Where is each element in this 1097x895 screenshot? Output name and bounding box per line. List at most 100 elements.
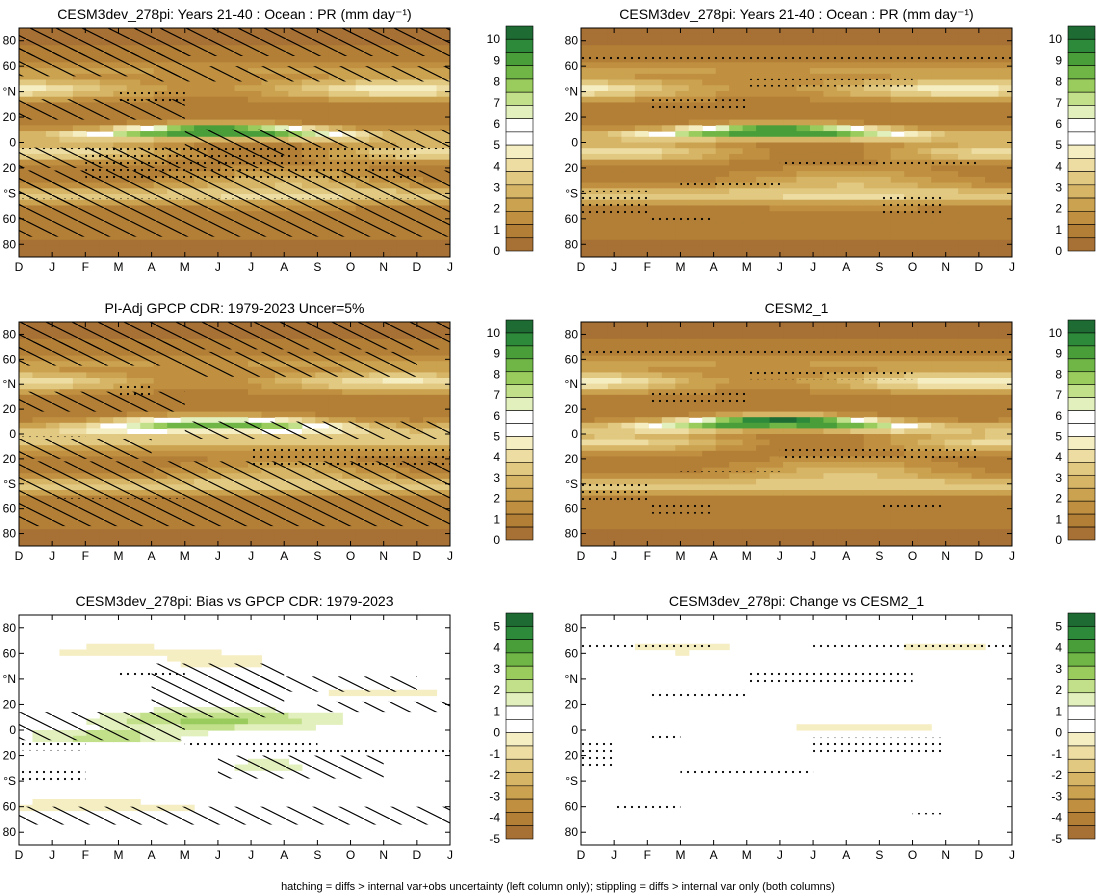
heatmap-cell xyxy=(985,222,1000,229)
heatmap-cell xyxy=(836,389,851,396)
heatmap-cell xyxy=(944,228,959,235)
heatmap-cell xyxy=(783,136,798,144)
heatmap-cell xyxy=(702,68,717,75)
heatmap-cell xyxy=(783,411,798,418)
heatmap-cell xyxy=(809,68,825,75)
heatmap-cell xyxy=(877,182,892,189)
x-tick-label: M xyxy=(180,549,190,563)
heatmap-cell xyxy=(661,322,676,329)
heatmap-cell xyxy=(581,450,596,457)
heatmap-cell xyxy=(958,216,973,224)
heatmap-cell xyxy=(594,450,609,457)
heatmap-cell xyxy=(581,33,596,41)
heatmap-cell xyxy=(850,228,865,235)
heatmap-cell xyxy=(917,251,932,257)
heatmap-cell xyxy=(904,188,919,195)
heatmap-cell xyxy=(140,372,155,379)
heatmap-cell xyxy=(180,439,195,446)
heatmap-cell xyxy=(823,251,838,257)
heatmap-cell xyxy=(661,119,676,126)
heatmap-cell xyxy=(409,383,424,390)
heatmap-cell xyxy=(702,176,717,184)
heatmap-cell xyxy=(836,473,851,480)
heatmap-cell xyxy=(621,142,636,149)
x-tick-label: J xyxy=(777,260,783,274)
heatmap-cell xyxy=(796,211,811,218)
heatmap-cell xyxy=(72,125,87,132)
heatmap-cell xyxy=(823,199,838,207)
heatmap-cell xyxy=(140,540,155,546)
heatmap-cell xyxy=(661,439,676,446)
heatmap-cell xyxy=(715,148,730,155)
heatmap-cell xyxy=(661,194,676,201)
heatmap-cell xyxy=(261,529,276,536)
heatmap-cell xyxy=(931,234,946,241)
heatmap-cell xyxy=(688,422,703,429)
heatmap-cell xyxy=(756,239,771,247)
heatmap-cell xyxy=(634,245,649,252)
heatmap-cell xyxy=(648,529,663,536)
heatmap-cell xyxy=(729,188,744,195)
heatmap-cell xyxy=(315,251,330,257)
heatmap-cell xyxy=(140,85,155,92)
colorbar-swatch xyxy=(1067,144,1096,159)
heatmap-cell xyxy=(581,529,596,536)
heatmap-cell xyxy=(86,119,101,126)
heatmap-cell xyxy=(809,327,825,334)
heatmap-cell xyxy=(702,534,717,541)
heatmap-cell xyxy=(836,378,851,385)
heatmap-cell xyxy=(944,96,959,104)
heatmap-cell xyxy=(783,245,798,252)
colorbar-swatch xyxy=(505,237,534,252)
heatmap-cell xyxy=(661,228,676,235)
heatmap-cell xyxy=(194,56,209,63)
heatmap-cell xyxy=(769,383,784,390)
heatmap-cell xyxy=(221,383,236,390)
heatmap-cell xyxy=(756,119,771,126)
heatmap-cell xyxy=(985,39,1000,46)
heatmap-cell xyxy=(621,540,636,546)
heatmap-cell xyxy=(648,411,663,418)
heatmap-cell xyxy=(715,361,730,368)
heatmap-cell xyxy=(944,85,959,92)
heatmap-cell xyxy=(742,176,757,184)
heatmap-cell xyxy=(315,96,330,104)
heatmap-cell xyxy=(688,322,703,329)
heatmap-cell xyxy=(675,456,690,463)
heatmap-cell xyxy=(890,96,905,104)
heatmap-cell xyxy=(850,478,865,485)
colorbar-swatch xyxy=(1067,52,1096,67)
heatmap-cell xyxy=(904,211,919,218)
heatmap-cell xyxy=(153,445,168,452)
heatmap-cell xyxy=(836,228,851,235)
heatmap-cell xyxy=(607,165,623,172)
heatmap-cell xyxy=(890,211,905,218)
colorbar-swatch xyxy=(505,397,534,411)
heatmap-cell xyxy=(221,108,236,115)
heatmap-cell xyxy=(863,131,878,138)
colorbar-swatch xyxy=(505,462,534,476)
heatmap-cell xyxy=(756,523,771,530)
heatmap-cell xyxy=(877,136,892,144)
heatmap-cell xyxy=(877,39,892,46)
heatmap-cell xyxy=(809,239,825,247)
heatmap-cell xyxy=(140,417,155,424)
heatmap-cell xyxy=(207,119,222,126)
heatmap-cell xyxy=(140,434,155,441)
heatmap-cell xyxy=(301,85,316,92)
heatmap-cell xyxy=(809,534,825,541)
heatmap-cell xyxy=(783,171,798,178)
heatmap-cell xyxy=(675,68,690,75)
heatmap-cell xyxy=(436,372,450,379)
heatmap-cell xyxy=(396,534,411,541)
heatmap-cell xyxy=(985,205,1000,212)
heatmap-cell xyxy=(153,119,168,126)
heatmap-cell xyxy=(607,39,623,46)
heatmap-cell xyxy=(863,68,878,75)
heatmap-cell xyxy=(221,534,236,541)
heatmap-cell xyxy=(59,119,74,126)
heatmap-cell xyxy=(382,540,397,546)
heatmap-cell xyxy=(634,411,649,418)
heatmap-cell xyxy=(19,428,34,435)
